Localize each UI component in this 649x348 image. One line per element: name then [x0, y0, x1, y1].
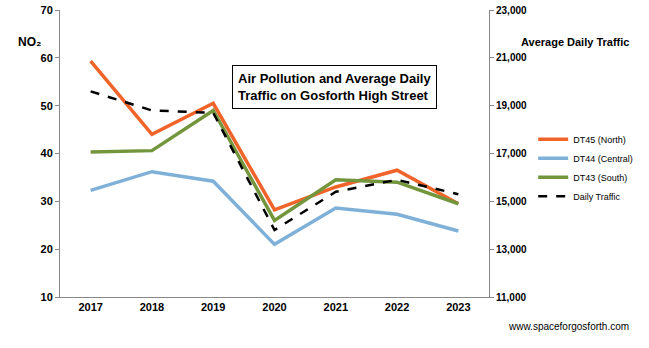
svg-text:2023: 2023 — [446, 301, 470, 313]
svg-text:19,000: 19,000 — [496, 100, 527, 111]
svg-text:DT45 (North): DT45 (North) — [573, 135, 626, 145]
svg-text:2017: 2017 — [78, 301, 102, 313]
svg-text:Daily Traffic: Daily Traffic — [573, 192, 620, 202]
svg-text:30: 30 — [41, 195, 53, 207]
svg-text:2021: 2021 — [324, 301, 348, 313]
svg-text:70: 70 — [41, 4, 53, 16]
svg-text:10: 10 — [41, 291, 53, 303]
svg-text:2020: 2020 — [262, 301, 286, 313]
svg-text:11,000: 11,000 — [496, 292, 526, 303]
svg-text:17,000: 17,000 — [496, 148, 527, 159]
svg-text:Average Daily Traffic: Average Daily Traffic — [521, 36, 629, 48]
svg-text:60: 60 — [41, 52, 53, 64]
svg-text:www.spaceforgosforth.com: www.spaceforgosforth.com — [508, 321, 629, 332]
svg-text:20: 20 — [41, 243, 53, 255]
svg-text:Air Pollution and Average Dail: Air Pollution and Average DailyTraffic o… — [238, 71, 431, 103]
svg-text:2019: 2019 — [201, 301, 225, 313]
svg-text:23,000: 23,000 — [496, 5, 527, 16]
svg-text:DT43 (South): DT43 (South) — [573, 173, 627, 183]
svg-text:2022: 2022 — [385, 301, 409, 313]
svg-text:15,000: 15,000 — [496, 196, 527, 207]
svg-text:NO₂: NO₂ — [18, 35, 41, 49]
svg-text:DT44 (Central): DT44 (Central) — [573, 154, 633, 164]
svg-text:40: 40 — [41, 147, 53, 159]
svg-text:50: 50 — [41, 100, 53, 112]
svg-text:2018: 2018 — [140, 301, 164, 313]
svg-text:21,000: 21,000 — [496, 52, 527, 63]
svg-text:13,000: 13,000 — [496, 244, 527, 255]
